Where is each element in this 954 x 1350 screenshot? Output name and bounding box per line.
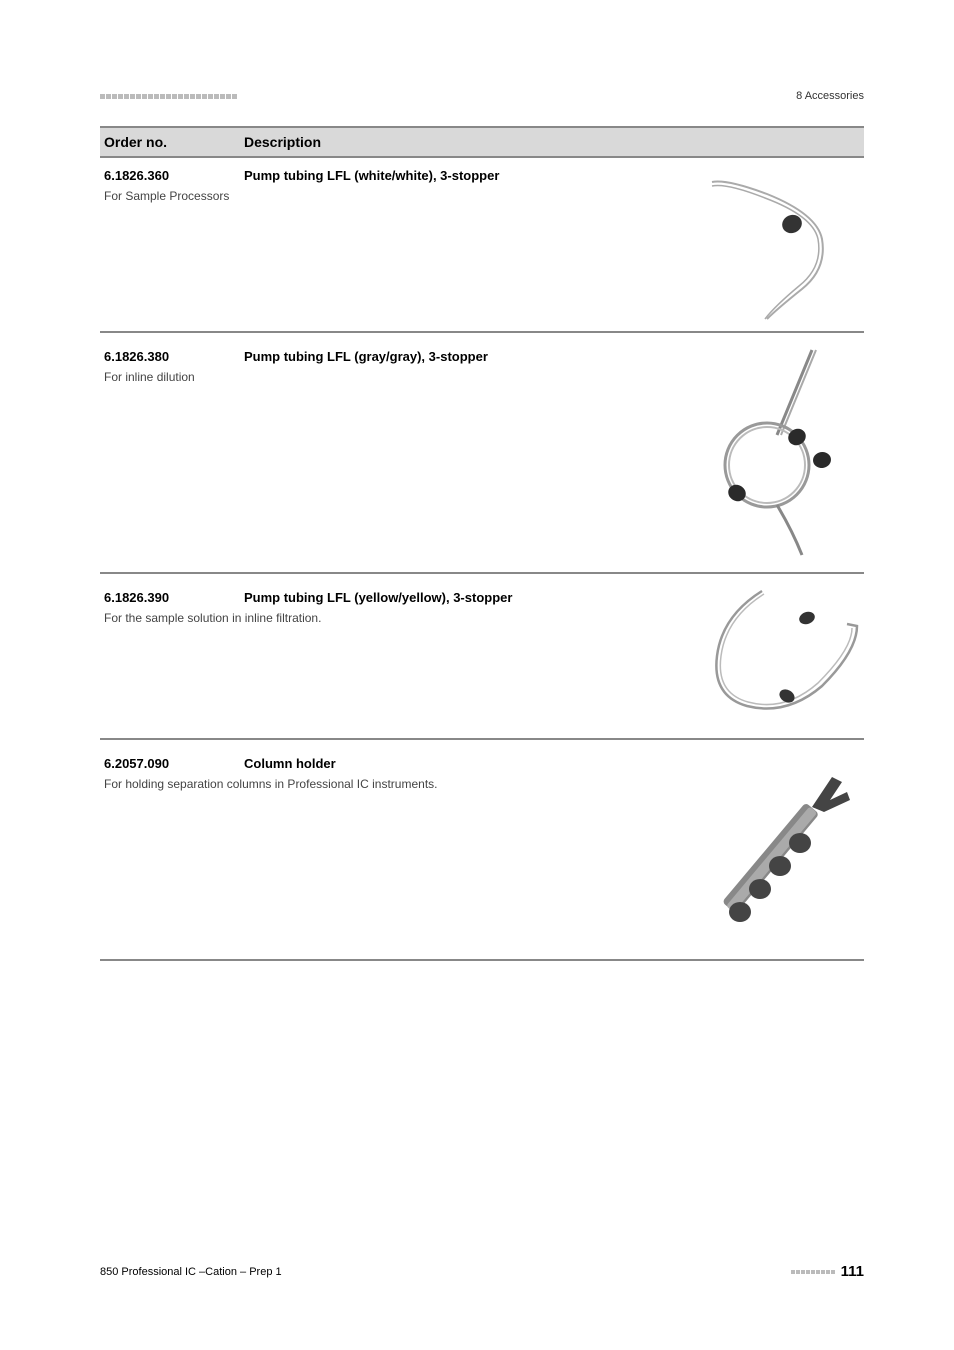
accessory-image — [689, 586, 864, 726]
footer-right: 111 — [791, 1263, 864, 1280]
order-number: 6.1826.390 — [104, 590, 244, 605]
accessory-row: 6.1826.390 Pump tubing LFL (yellow/yello… — [100, 580, 864, 740]
table-header-row: Order no. Description — [100, 126, 864, 158]
column-header-order: Order no. — [104, 134, 244, 150]
page-header: 8 Accessories — [100, 90, 864, 102]
section-label: 8 Accessories — [796, 90, 864, 102]
footer-document-title: 850 Professional IC –Cation – Prep 1 — [100, 1266, 282, 1278]
order-number: 6.1826.380 — [104, 349, 244, 364]
accessory-title: Pump tubing LFL (gray/gray), 3-stopper — [244, 349, 488, 364]
accessory-row: 6.2057.090 Column holder For holding sep… — [100, 746, 864, 961]
page-number: 111 — [841, 1263, 864, 1280]
order-number: 6.1826.360 — [104, 168, 244, 183]
footer-dash-pattern — [791, 1270, 835, 1274]
header-dash-pattern — [100, 94, 237, 99]
accessory-row: 6.1826.360 Pump tubing LFL (white/white)… — [100, 158, 864, 333]
accessory-image — [689, 752, 864, 952]
order-number: 6.2057.090 — [104, 756, 244, 771]
accessory-title: Column holder — [244, 756, 336, 771]
page-footer: 850 Professional IC –Cation – Prep 1 111 — [100, 1263, 864, 1280]
accessory-row: 6.1826.380 Pump tubing LFL (gray/gray), … — [100, 339, 864, 574]
accessory-title: Pump tubing LFL (yellow/yellow), 3-stopp… — [244, 590, 512, 605]
accessory-image — [689, 345, 864, 565]
column-header-desc: Description — [244, 134, 321, 150]
accessory-image — [689, 164, 864, 324]
accessory-title: Pump tubing LFL (white/white), 3-stopper — [244, 168, 499, 183]
